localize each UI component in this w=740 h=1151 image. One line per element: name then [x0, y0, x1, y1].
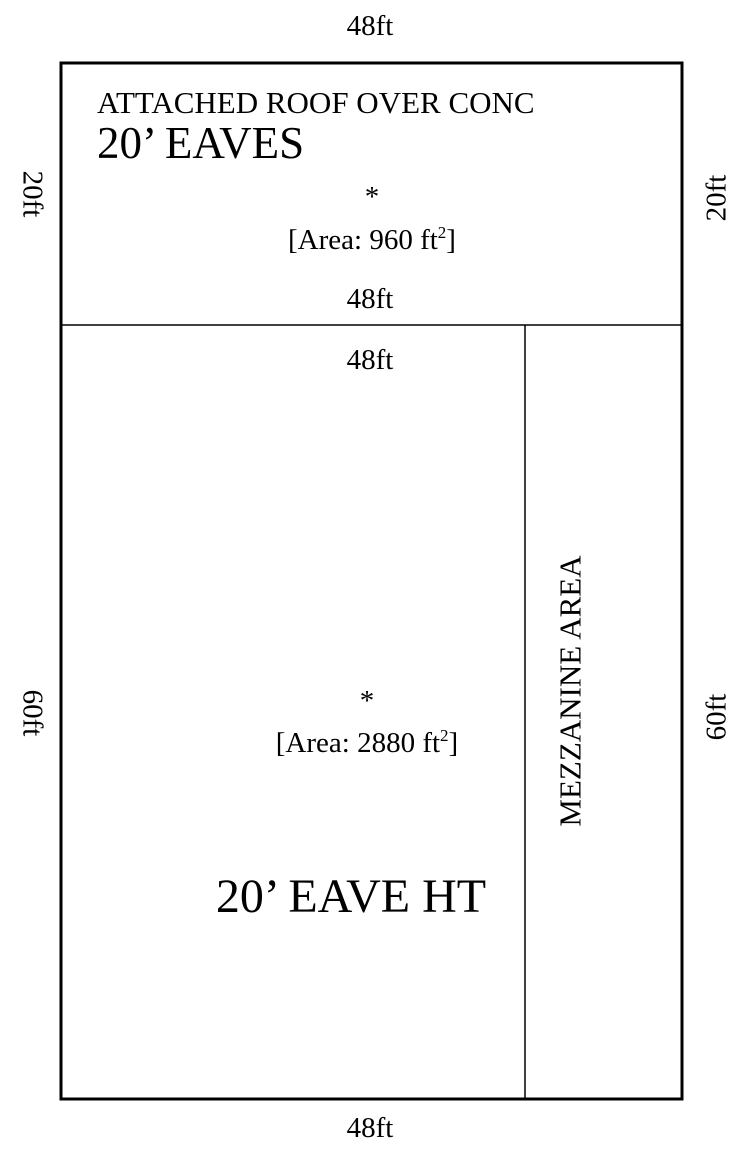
right-upper-height-dimension: 20ft	[700, 174, 733, 222]
upper-room-area-exponent: 2	[437, 223, 447, 242]
left-upper-height-dimension: 20ft	[16, 170, 49, 218]
upper-room-area-close: ]	[446, 224, 456, 256]
top-width-dimension: 48ft	[346, 10, 394, 42]
mezzanine-area-label: MEZZANINE AREA	[552, 555, 588, 827]
left-lower-height-dimension: 60ft	[16, 689, 49, 737]
outer-wall	[59, 61, 684, 1101]
upper-room-marker: *	[364, 181, 380, 213]
upper-room-area: [Area: 960 ft2]	[288, 223, 456, 256]
upper-room-inner-width-dimension: 48ft	[346, 283, 394, 315]
lower-room-inner-width-dimension: 48ft	[346, 344, 394, 376]
lower-room-marker: *	[359, 685, 375, 717]
lower-room-area-exponent: 2	[440, 726, 449, 745]
lower-room-eave-height-label: 20’ EAVE HT	[215, 870, 487, 923]
upper-room-eaves-label: 20’ EAVES	[97, 118, 305, 168]
lower-room-area-close: ]	[448, 727, 459, 759]
lower-room-area-text: [Area: 2880 ft	[275, 727, 441, 759]
right-lower-height-dimension: 60ft	[700, 693, 733, 741]
lower-room-area: [Area: 2880 ft2]	[275, 726, 459, 759]
upper-room-area-text: [Area: 960 ft	[288, 224, 438, 256]
upper-room-title: ATTACHED ROOF OVER CONC	[97, 85, 535, 120]
bottom-width-dimension: 48ft	[346, 1112, 394, 1144]
